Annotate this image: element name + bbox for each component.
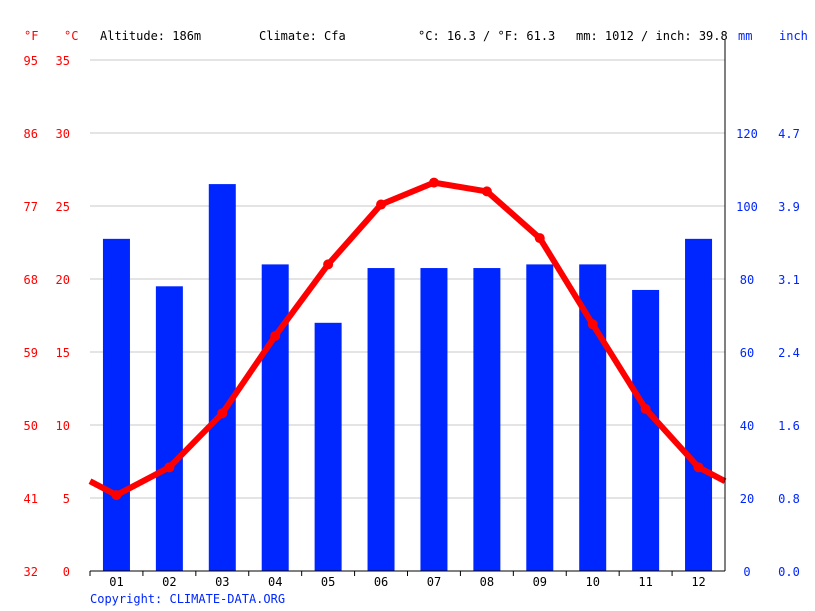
celsius-tick-label: 30 bbox=[56, 127, 70, 141]
temperature-point bbox=[481, 186, 492, 197]
mm-tick-label: 120 bbox=[736, 127, 758, 141]
inch-tick-label: 3.9 bbox=[778, 200, 800, 214]
temperature-line bbox=[88, 179, 727, 499]
celsius-tick-label: 20 bbox=[56, 273, 70, 287]
inch-tick-label: 3.1 bbox=[778, 273, 800, 287]
altitude-label: Altitude: 186m bbox=[100, 29, 201, 43]
copyright-link[interactable]: Copyright: CLIMATE-DATA.ORG bbox=[90, 592, 285, 606]
mm-unit-label: mm bbox=[738, 29, 752, 43]
month-label: 01 bbox=[109, 575, 123, 589]
precipitation-bar bbox=[367, 268, 395, 571]
celsius-tick-label: 35 bbox=[56, 54, 70, 68]
celsius-tick-label: 10 bbox=[56, 419, 70, 433]
celsius-tick-label: 0 bbox=[63, 565, 70, 579]
mm-tick-label: 20 bbox=[740, 492, 754, 506]
month-label: 03 bbox=[215, 575, 229, 589]
precipitation-bar bbox=[473, 268, 501, 571]
precipitation-bar bbox=[155, 286, 183, 571]
mm-tick-label: 100 bbox=[736, 200, 758, 214]
fahrenheit-tick-label: 32 bbox=[24, 565, 38, 579]
celsius-tick-label: 25 bbox=[56, 200, 70, 214]
fahrenheit-tick-label: 77 bbox=[24, 200, 38, 214]
mm-tick-label: 40 bbox=[740, 419, 754, 433]
temperature-point bbox=[640, 403, 651, 414]
inch-tick-label: 0.0 bbox=[778, 565, 800, 579]
fahrenheit-tick-label: 95 bbox=[24, 54, 38, 68]
celsius-unit-label: °C bbox=[64, 29, 78, 43]
inch-tick-label: 4.7 bbox=[778, 127, 800, 141]
mm-tick-label: 80 bbox=[740, 273, 754, 287]
temperature-point bbox=[111, 490, 122, 501]
month-label: 10 bbox=[585, 575, 599, 589]
inch-unit-label: inch bbox=[779, 29, 808, 43]
fahrenheit-tick-label: 59 bbox=[24, 346, 38, 360]
month-label: 12 bbox=[691, 575, 705, 589]
temperature-point bbox=[217, 408, 228, 419]
month-label: 08 bbox=[480, 575, 494, 589]
fahrenheit-tick-label: 86 bbox=[24, 127, 38, 141]
precipitation-bar bbox=[261, 264, 289, 571]
month-label: 11 bbox=[638, 575, 652, 589]
climate-label: Climate: Cfa bbox=[259, 29, 346, 43]
fahrenheit-tick-label: 68 bbox=[24, 273, 38, 287]
temperature-point bbox=[164, 462, 175, 473]
fahrenheit-tick-label: 41 bbox=[24, 492, 38, 506]
mm-tick-label: 0 bbox=[743, 565, 750, 579]
temperature-point bbox=[323, 259, 334, 270]
month-label: 09 bbox=[533, 575, 547, 589]
inch-tick-label: 0.8 bbox=[778, 492, 800, 506]
celsius-tick-label: 15 bbox=[56, 346, 70, 360]
mm-tick-label: 60 bbox=[740, 346, 754, 360]
temperature-point bbox=[270, 330, 281, 341]
celsius-tick-label: 5 bbox=[63, 492, 70, 506]
month-label: 06 bbox=[374, 575, 388, 589]
inch-tick-label: 1.6 bbox=[778, 419, 800, 433]
temperature-point bbox=[428, 177, 439, 188]
fahrenheit-tick-label: 50 bbox=[24, 419, 38, 433]
month-label: 05 bbox=[321, 575, 335, 589]
precipitation-bar bbox=[314, 322, 342, 571]
precipitation-bar bbox=[102, 238, 130, 571]
inch-tick-label: 2.4 bbox=[778, 346, 800, 360]
fahrenheit-unit-label: °F bbox=[24, 29, 38, 43]
month-label: 07 bbox=[427, 575, 441, 589]
temperature-point bbox=[587, 319, 598, 330]
month-label: 02 bbox=[162, 575, 176, 589]
precipitation-bar bbox=[632, 289, 660, 571]
month-label: 04 bbox=[268, 575, 282, 589]
temperature-point bbox=[693, 462, 704, 473]
average-temperature-label: °C: 16.3 / °F: 61.3 bbox=[418, 29, 555, 43]
precipitation-bar bbox=[420, 268, 448, 571]
precipitation-bar bbox=[685, 238, 713, 571]
temperature-point bbox=[534, 233, 545, 244]
precipitation-bar bbox=[526, 264, 554, 571]
average-precipitation-label: mm: 1012 / inch: 39.8 bbox=[576, 29, 728, 43]
temperature-point bbox=[376, 199, 387, 210]
precipitation-bar bbox=[579, 264, 607, 571]
precipitation-bar bbox=[208, 184, 236, 571]
